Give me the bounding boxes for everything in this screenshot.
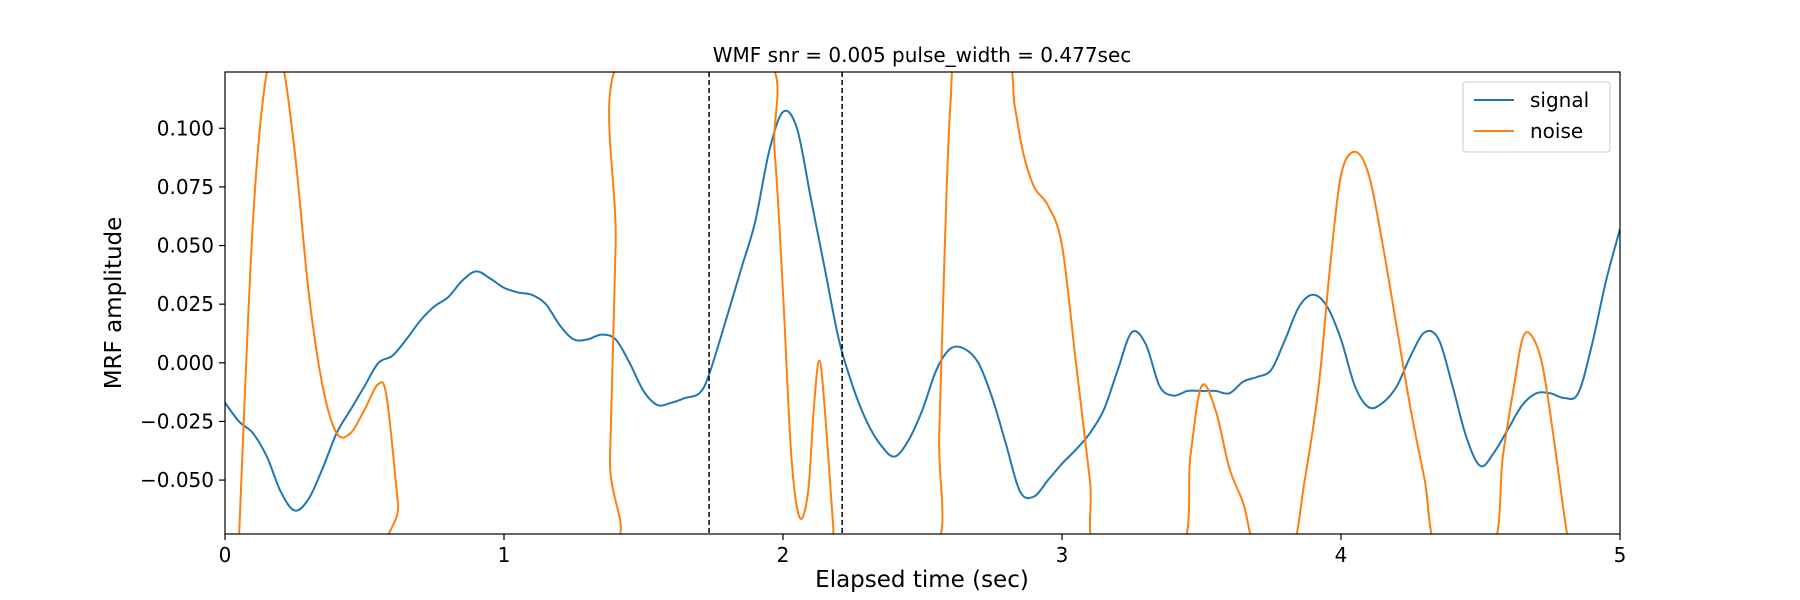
chart-title: WMF snr = 0.005 pulse_width = 0.477sec [713, 43, 1132, 67]
y-axis: −0.050 −0.025 0.000 0.025 0.050 0.075 0.100 [140, 116, 225, 492]
y-tick-label: 0.050 [157, 234, 214, 258]
x-tick-label: 3 [1056, 543, 1069, 567]
series-line-signal [225, 109, 1620, 512]
vline-layer [708, 72, 843, 534]
y-tick-label: 0.000 [157, 351, 214, 375]
x-tick-label: 1 [498, 543, 511, 567]
x-axis: 0 1 2 3 4 5 [219, 534, 1627, 567]
legend-label-signal: signal [1530, 88, 1589, 112]
y-tick-label: 0.025 [157, 292, 214, 316]
plot-frame [224, 71, 1621, 535]
x-tick-label: 4 [1335, 543, 1348, 567]
series-line-noise [238, 72, 1569, 534]
legend: signal noise [1462, 81, 1611, 153]
x-tick-label: 5 [1614, 543, 1627, 567]
y-tick-label: −0.050 [140, 468, 214, 492]
y-tick-label: 0.100 [157, 116, 214, 140]
legend-label-noise: noise [1530, 119, 1583, 143]
x-tick-label: 2 [777, 543, 790, 567]
y-axis-label: MRF amplitude [101, 217, 127, 390]
x-axis-label: Elapsed time (sec) [815, 567, 1029, 593]
x-tick-label: 0 [219, 543, 232, 567]
series-layer [225, 72, 1620, 534]
y-tick-label: −0.025 [140, 409, 214, 433]
y-tick-label: 0.075 [157, 175, 214, 199]
